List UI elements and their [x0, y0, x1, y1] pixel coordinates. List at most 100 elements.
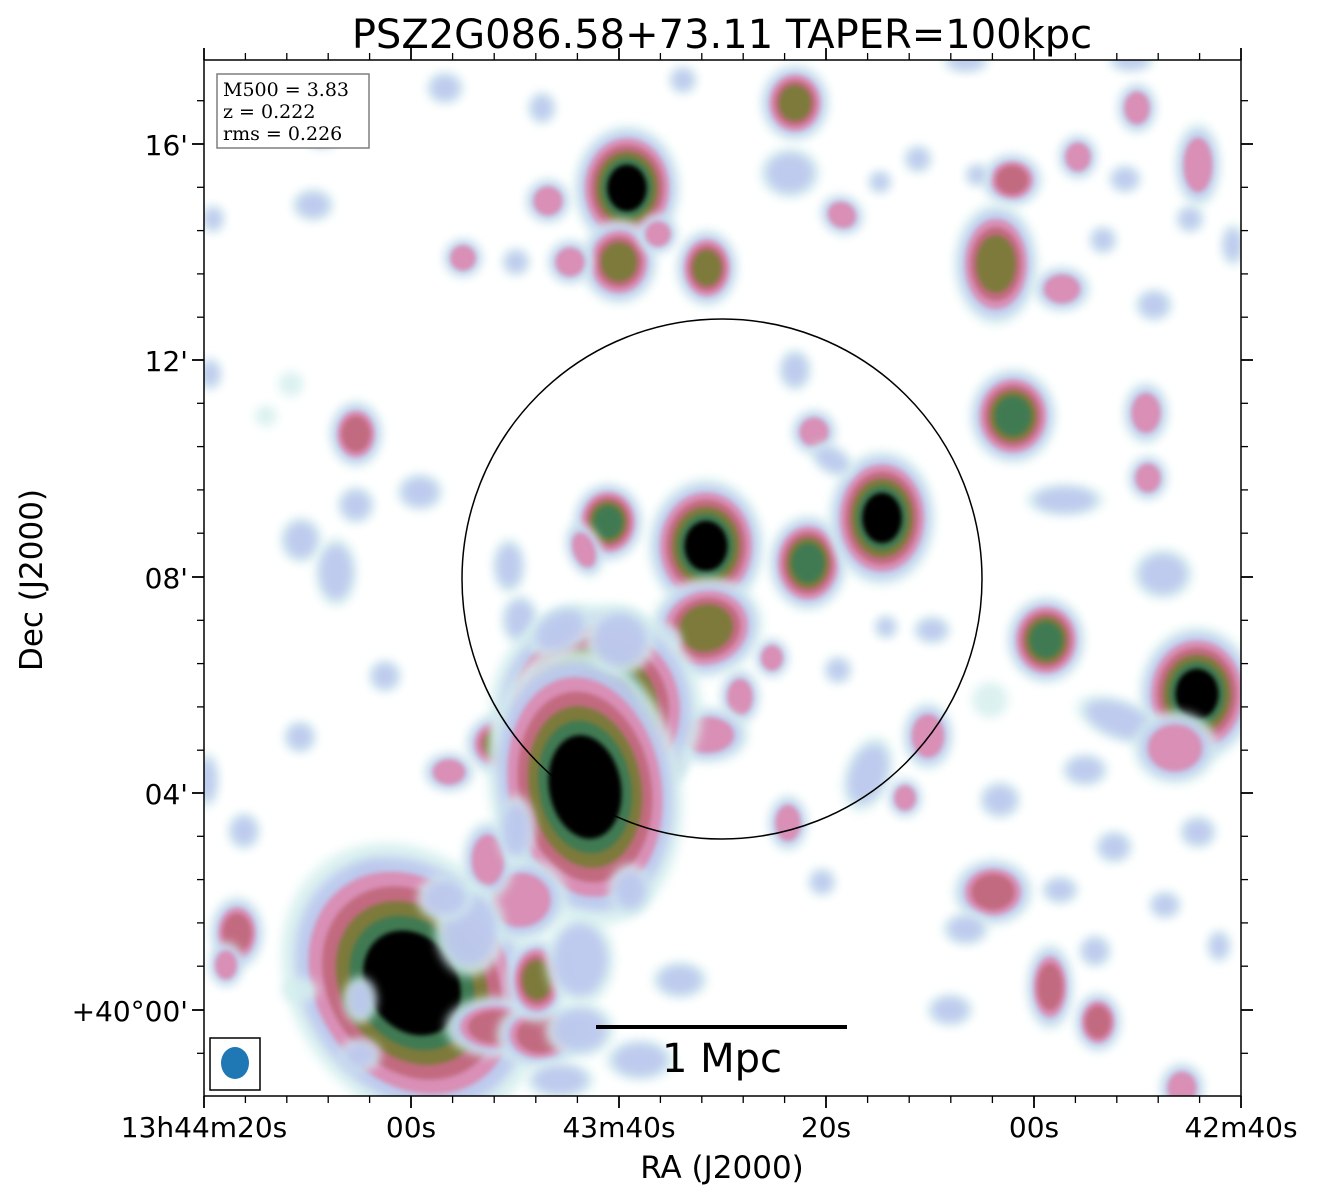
emission-contour — [948, 60, 984, 70]
emission-source — [953, 858, 1033, 926]
emission-contour — [684, 520, 728, 572]
emission-contour — [287, 724, 313, 750]
emission-contour — [799, 417, 829, 447]
emission-source — [209, 942, 243, 988]
emission-source — [1132, 711, 1218, 785]
emission-contour — [432, 759, 466, 785]
emission-contour — [1045, 879, 1075, 901]
emission-source — [292, 188, 334, 222]
emission-contour — [347, 982, 373, 1018]
y-tick-label: 12' — [145, 345, 188, 378]
emission-contour — [782, 353, 808, 387]
emission-contour — [1044, 274, 1080, 304]
y-axis-label: Dec (J2000) — [14, 489, 50, 671]
emission-contour — [534, 609, 586, 651]
emission-source — [810, 443, 854, 477]
emission-source — [1041, 876, 1079, 904]
emission-source — [486, 648, 684, 926]
emission-source — [755, 638, 789, 678]
emission-source — [525, 178, 571, 224]
emission-contour — [1167, 1071, 1197, 1096]
emission-source — [982, 153, 1042, 207]
emission-contour — [296, 192, 330, 218]
emission-contour — [1210, 933, 1228, 959]
emission-contour — [1148, 724, 1202, 772]
emission-source — [315, 537, 357, 607]
emission-contour — [531, 95, 553, 121]
emission-contour — [363, 930, 461, 1036]
emission-contour — [423, 880, 467, 916]
emission-contour — [231, 816, 257, 846]
emission-contour — [948, 916, 984, 942]
emission-contour — [1135, 463, 1161, 493]
emission-contour — [1152, 894, 1178, 916]
emission-contour — [983, 785, 1017, 815]
emission-contour — [658, 965, 702, 995]
scale-bar-label: 1 Mpc — [662, 1036, 782, 1082]
emission-source — [585, 605, 655, 675]
emission-contour — [871, 173, 889, 191]
emission-source — [768, 794, 808, 852]
emission-source — [669, 66, 697, 94]
info-box: M500 = 3.83 z = 0.222 rms = 0.226 — [216, 73, 370, 149]
emission-source — [545, 913, 615, 1007]
emission-source — [760, 147, 820, 199]
emission-contour — [828, 201, 856, 229]
emission-contour — [450, 245, 476, 271]
beam-indicator — [209, 1037, 261, 1091]
emission-contour — [1175, 668, 1219, 720]
emission-contour — [968, 166, 986, 184]
emission-source — [1133, 548, 1193, 600]
emission-source — [979, 781, 1021, 819]
emission-contour — [1124, 91, 1150, 125]
emission-contour — [1067, 757, 1103, 783]
emission-contour — [430, 75, 460, 101]
emission-contour — [972, 682, 1008, 718]
emission-source — [676, 229, 738, 307]
y-tick-label: +40°00' — [72, 995, 188, 1028]
x-tick-label: 13h44m20s — [121, 1111, 288, 1144]
info-rms: rms = 0.226 — [223, 123, 342, 145]
emission-contour — [204, 208, 222, 230]
emission-source — [204, 752, 219, 808]
emission-source — [368, 659, 402, 693]
emission-contour — [1092, 229, 1114, 251]
emission-contour — [775, 805, 801, 841]
emission-source — [1135, 288, 1173, 322]
emission-source — [769, 515, 847, 611]
emission-contour — [815, 447, 849, 473]
emission-source — [969, 368, 1057, 464]
emission-source — [820, 194, 864, 236]
emission-contour — [1085, 700, 1155, 740]
emission-source — [778, 349, 812, 391]
emission-source — [1107, 60, 1155, 72]
emission-source — [525, 1061, 595, 1096]
emission-contour — [995, 396, 1031, 436]
emission-source — [954, 202, 1038, 326]
emission-contour — [932, 997, 968, 1023]
emission-contour — [372, 663, 398, 689]
y-tick-label: 04' — [145, 778, 188, 811]
emission-source — [1123, 382, 1169, 444]
emission-source — [868, 170, 892, 194]
emission-source — [1033, 266, 1091, 312]
emission-contour — [894, 785, 916, 811]
emission-contour — [761, 645, 783, 671]
emission-contour — [278, 371, 304, 397]
emission-contour — [402, 477, 438, 507]
emission-source — [426, 71, 464, 105]
emission-contour — [976, 235, 1016, 293]
emission-source — [972, 682, 1008, 718]
emission-source — [1007, 596, 1085, 684]
emission-contour — [1065, 142, 1091, 172]
emission-contour — [727, 679, 753, 715]
y-tick-label: 08' — [145, 562, 188, 595]
emission-source — [1128, 455, 1168, 501]
emission-source — [648, 478, 764, 614]
emission-contour — [222, 913, 252, 953]
emission-contour — [827, 659, 849, 681]
emission-source — [492, 538, 526, 594]
emission-contour — [613, 870, 647, 910]
emission-contour — [319, 545, 353, 599]
